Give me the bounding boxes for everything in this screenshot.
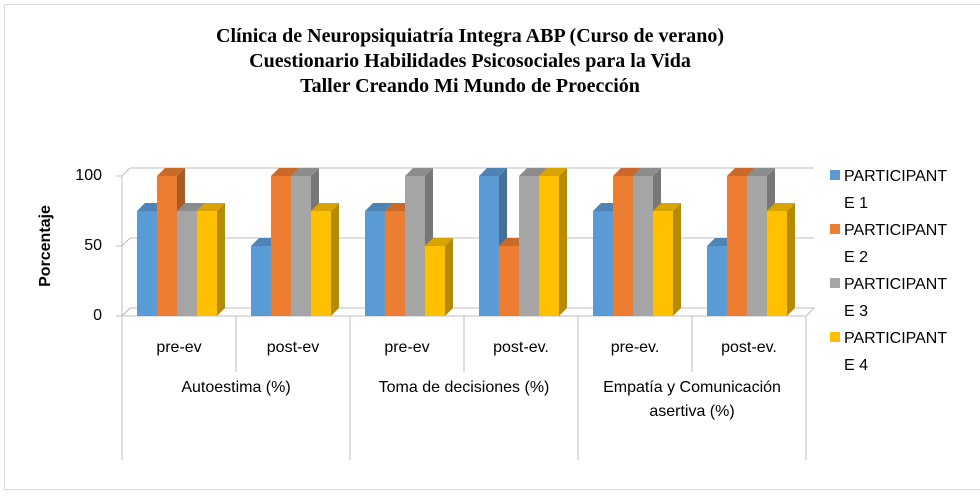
y-tick-label: 100 — [75, 167, 102, 184]
bar — [291, 176, 311, 316]
group-label: Toma de decisiones (%) — [378, 379, 550, 396]
bar — [727, 176, 747, 316]
group-label: Empatía y Comunicación asertiva (%) — [603, 379, 781, 420]
x-tick-label: post-ev — [266, 339, 320, 356]
bar — [633, 176, 653, 316]
bar — [747, 176, 767, 316]
bar-side — [331, 203, 339, 316]
title-line: Taller Creando Mi Mundo de Proección — [300, 75, 640, 97]
legend-item: PARTICIPANTE 4 — [830, 325, 980, 379]
legend-label: PARTICIPANTE 3 — [844, 276, 948, 320]
legend-swatch — [830, 332, 840, 342]
bar-top — [177, 203, 205, 211]
grid-line-side — [121, 167, 131, 177]
bar-side — [787, 203, 795, 316]
bar-top — [727, 168, 755, 176]
legend-swatch — [830, 278, 840, 288]
bar-top — [157, 168, 185, 176]
x-tick-label: post-ev. — [721, 339, 777, 356]
y-tick-label: 0 — [93, 307, 102, 324]
legend-item: PARTICIPANTE 2 — [830, 217, 980, 271]
bar-side — [445, 238, 453, 316]
bar — [707, 246, 727, 316]
bar-top — [425, 238, 453, 246]
bar — [271, 176, 291, 316]
bar — [385, 211, 405, 316]
bar-top — [519, 168, 547, 176]
bar-top — [271, 168, 299, 176]
bar — [613, 176, 633, 316]
y-tick-label: 50 — [84, 237, 102, 254]
bar — [251, 246, 271, 316]
bar-side — [559, 168, 567, 316]
bar — [197, 211, 217, 316]
group-label: Autoestima (%) — [181, 379, 291, 396]
bar-top — [767, 203, 795, 211]
bar-top — [197, 203, 225, 211]
legend-label: PARTICIPANTE 2 — [844, 222, 948, 266]
chart-frame — [4, 4, 980, 490]
bar — [177, 211, 197, 316]
bar — [311, 211, 331, 316]
title-line: Cuestionario Habilidades Psicosociales p… — [249, 50, 691, 72]
bar-top — [479, 168, 507, 176]
bar-side — [673, 203, 681, 316]
bar — [539, 176, 559, 316]
bar-side — [217, 203, 225, 316]
bar-top — [633, 168, 661, 176]
grid-line-side — [121, 237, 131, 247]
legend-swatch — [830, 170, 840, 180]
chart-title: Clínica de Neuropsiquiatría Integra ABP … — [60, 24, 880, 99]
grid-line-side — [121, 307, 131, 317]
bar — [767, 211, 787, 316]
x-tick-label: post-ev. — [493, 339, 549, 356]
x-tick-label: pre-ev. — [610, 339, 660, 356]
bar — [425, 246, 445, 316]
bar-top — [653, 203, 681, 211]
x-tick-label: pre-ev — [156, 339, 202, 356]
bar — [137, 211, 157, 316]
legend-label: PARTICIPANTE 1 — [844, 168, 948, 212]
bar-top — [405, 168, 433, 176]
legend-item: PARTICIPANTE 3 — [830, 271, 980, 325]
y-axis-label: Porcentaje — [37, 205, 54, 287]
bar — [499, 246, 519, 316]
bar — [157, 176, 177, 316]
bar-top — [291, 168, 319, 176]
bar — [365, 211, 385, 316]
bar — [405, 176, 425, 316]
legend-swatch — [830, 224, 840, 234]
bar — [479, 176, 499, 316]
legend-label: PARTICIPANTE 4 — [844, 330, 948, 374]
bar-top — [365, 203, 393, 211]
title-line: Clínica de Neuropsiquiatría Integra ABP … — [216, 25, 724, 47]
bar-top — [747, 168, 775, 176]
bar-top — [539, 168, 567, 176]
bar-top — [311, 203, 339, 211]
legend-item: PARTICIPANTE 1 — [830, 163, 980, 217]
bar-top — [613, 168, 641, 176]
bar — [593, 211, 613, 316]
bar — [519, 176, 539, 316]
bar — [653, 211, 673, 316]
x-tick-label: pre-ev — [384, 339, 430, 356]
